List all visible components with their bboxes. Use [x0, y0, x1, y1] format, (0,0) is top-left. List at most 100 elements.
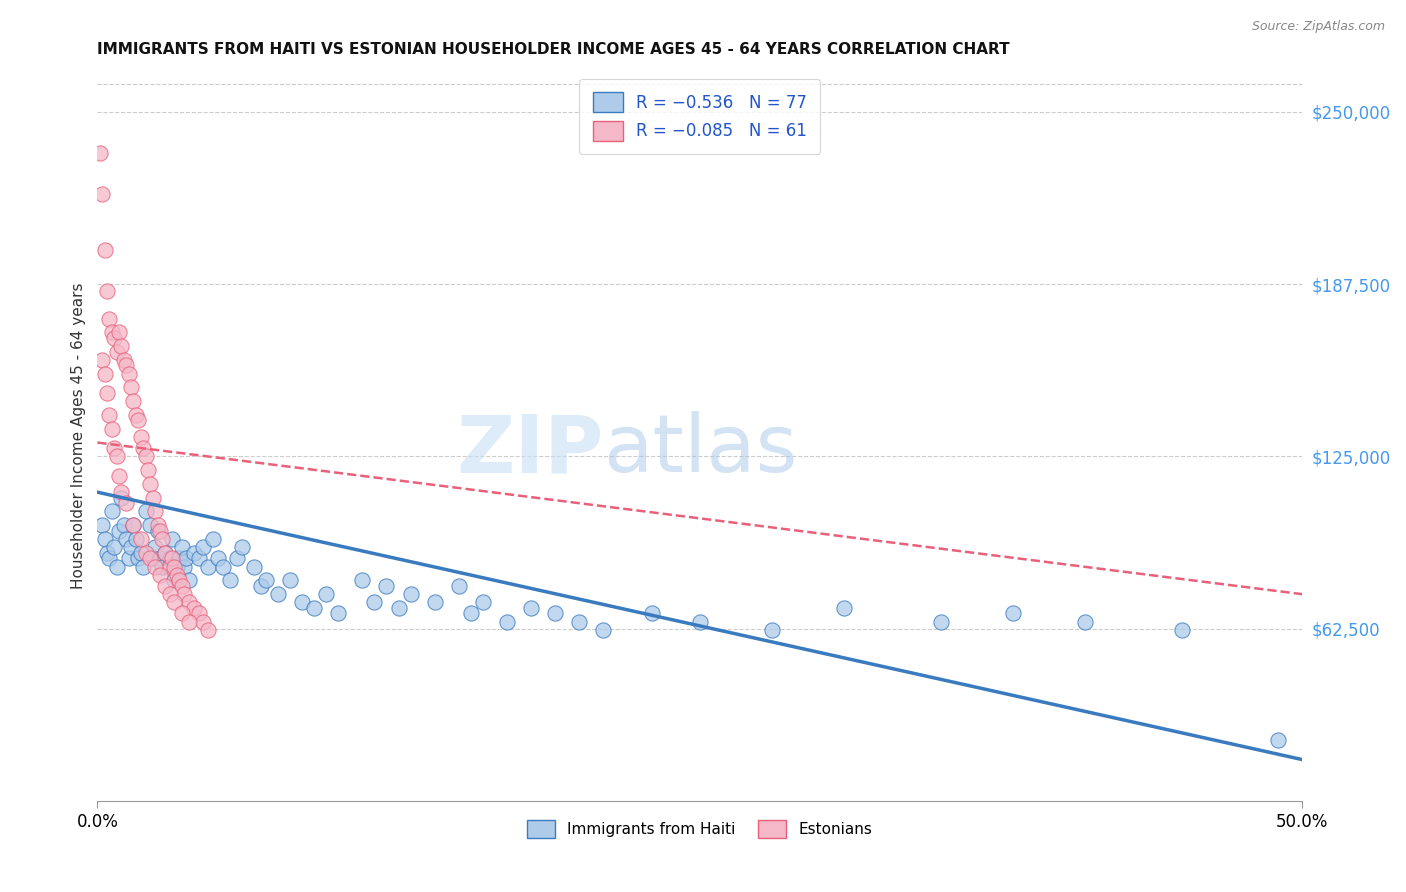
Point	[211, 559, 233, 574]
Point	[176, 551, 198, 566]
Point	[159, 559, 181, 574]
Point	[291, 595, 314, 609]
Point	[352, 574, 374, 588]
Point	[143, 504, 166, 518]
Point	[328, 607, 350, 621]
Point	[177, 595, 200, 609]
Point	[96, 284, 118, 298]
Point	[132, 559, 155, 574]
Point	[103, 441, 125, 455]
Point	[105, 450, 128, 464]
Point	[101, 326, 124, 340]
Point	[1001, 607, 1024, 621]
Point	[1267, 733, 1289, 747]
Point	[592, 623, 614, 637]
Text: Source: ZipAtlas.com: Source: ZipAtlas.com	[1251, 20, 1385, 33]
Point	[460, 607, 482, 621]
Point	[136, 463, 159, 477]
Point	[98, 551, 121, 566]
Point	[197, 559, 219, 574]
Point	[187, 551, 209, 566]
Point	[170, 541, 193, 555]
Point	[153, 546, 176, 560]
Point	[152, 532, 174, 546]
Point	[143, 559, 166, 574]
Point	[149, 551, 172, 566]
Point	[108, 326, 131, 340]
Point	[149, 524, 172, 538]
Point	[207, 551, 229, 566]
Point	[929, 615, 952, 629]
Point	[183, 601, 205, 615]
Point	[149, 567, 172, 582]
Point	[243, 559, 266, 574]
Point	[98, 408, 121, 422]
Point	[173, 587, 195, 601]
Point	[173, 559, 195, 574]
Point	[153, 546, 176, 560]
Point	[689, 615, 711, 629]
Point	[231, 541, 253, 555]
Point	[159, 587, 181, 601]
Point	[267, 587, 290, 601]
Point	[98, 311, 121, 326]
Point	[832, 601, 855, 615]
Point	[278, 574, 301, 588]
Point	[163, 559, 186, 574]
Point	[122, 518, 145, 533]
Point	[146, 524, 169, 538]
Point	[170, 579, 193, 593]
Point	[187, 607, 209, 621]
Point	[315, 587, 337, 601]
Point	[115, 359, 138, 373]
Point	[101, 504, 124, 518]
Point	[226, 551, 249, 566]
Point	[447, 579, 470, 593]
Point	[169, 574, 191, 588]
Point	[101, 422, 124, 436]
Point	[142, 551, 165, 566]
Point	[169, 551, 191, 566]
Point	[110, 339, 132, 353]
Y-axis label: Householder Income Ages 45 - 64 years: Householder Income Ages 45 - 64 years	[72, 283, 86, 589]
Point	[125, 532, 148, 546]
Point	[89, 146, 111, 161]
Point	[177, 574, 200, 588]
Point	[103, 541, 125, 555]
Point	[166, 567, 188, 582]
Point	[108, 524, 131, 538]
Point	[177, 615, 200, 629]
Legend: Immigrants from Haiti, Estonians: Immigrants from Haiti, Estonians	[522, 814, 879, 845]
Point	[112, 352, 135, 367]
Text: atlas: atlas	[603, 411, 797, 490]
Point	[160, 532, 183, 546]
Point	[125, 408, 148, 422]
Point	[118, 551, 141, 566]
Point	[520, 601, 543, 615]
Point	[302, 601, 325, 615]
Point	[122, 394, 145, 409]
Point	[108, 468, 131, 483]
Point	[218, 574, 240, 588]
Point	[91, 187, 114, 202]
Point	[110, 491, 132, 505]
Point	[122, 518, 145, 533]
Point	[105, 559, 128, 574]
Point	[761, 623, 783, 637]
Point	[110, 485, 132, 500]
Point	[170, 607, 193, 621]
Point	[197, 623, 219, 637]
Point	[152, 559, 174, 574]
Point	[163, 595, 186, 609]
Point	[127, 413, 149, 427]
Point	[91, 518, 114, 533]
Point	[160, 551, 183, 566]
Point	[93, 243, 115, 257]
Point	[139, 476, 162, 491]
Point	[375, 579, 398, 593]
Point	[120, 541, 142, 555]
Point	[146, 518, 169, 533]
Point	[129, 430, 152, 444]
Point	[423, 595, 446, 609]
Point	[163, 574, 186, 588]
